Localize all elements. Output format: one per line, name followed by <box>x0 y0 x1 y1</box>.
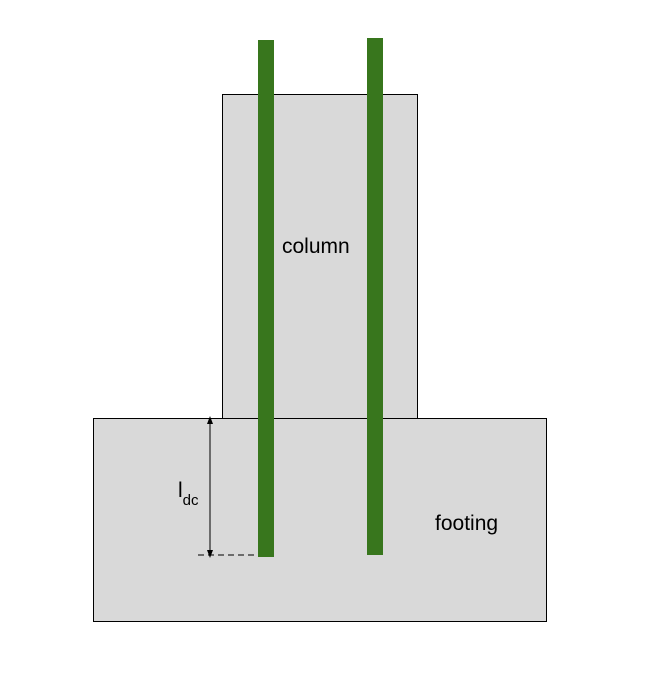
right-rebar <box>367 38 383 555</box>
development-length-subscript: dc <box>183 492 199 509</box>
footing-label: footing <box>435 512 498 535</box>
left-rebar <box>258 40 274 557</box>
column-label: column <box>282 235 350 258</box>
